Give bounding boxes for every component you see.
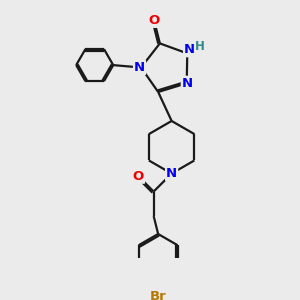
Text: O: O [149,14,160,27]
Text: N: N [134,61,145,74]
Text: Br: Br [150,290,166,300]
Text: O: O [133,170,144,183]
Text: H: H [195,40,205,53]
Text: N: N [182,77,193,90]
Text: N: N [166,167,177,180]
Text: N: N [184,43,195,56]
